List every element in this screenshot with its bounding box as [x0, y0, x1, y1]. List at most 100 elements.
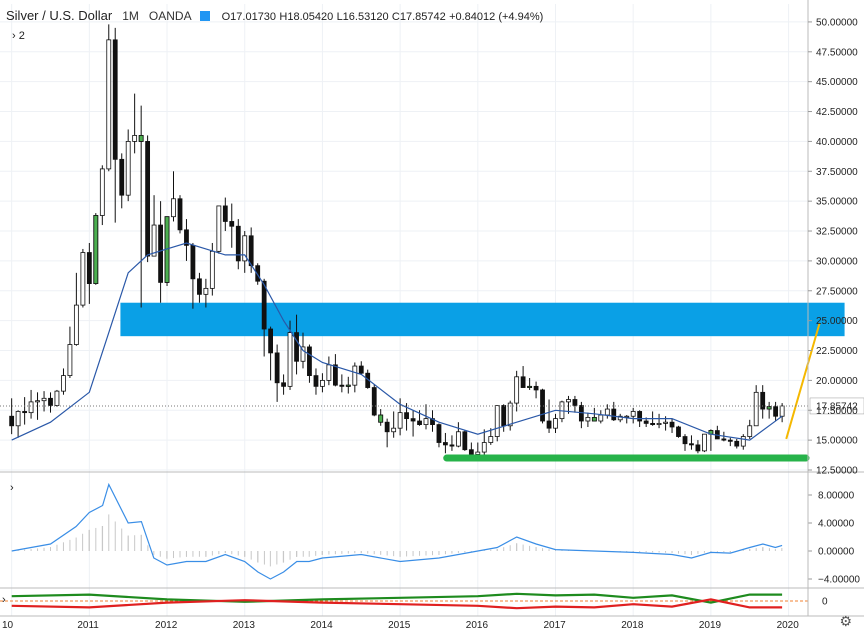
- candle-body: [598, 414, 604, 422]
- candle-body: [533, 385, 539, 391]
- candle-body: [300, 346, 306, 362]
- candle: [630, 407, 636, 424]
- candle: [158, 201, 163, 303]
- candle: [339, 374, 345, 393]
- candle-body: [734, 440, 740, 447]
- candle: [740, 434, 746, 450]
- y-tick-label: −4.00000: [818, 575, 860, 586]
- candle-body: [475, 451, 481, 455]
- gear-icon[interactable]: ⚙: [839, 613, 852, 629]
- candle-body: [650, 422, 656, 425]
- candle-body: [553, 418, 558, 429]
- candle-body: [423, 418, 429, 425]
- indicators-toggle[interactable]: › 2: [12, 30, 25, 42]
- y-tick-label: 37.50000: [816, 167, 858, 178]
- candle: [507, 400, 513, 431]
- y-tick-label: 15.00000: [816, 436, 858, 447]
- ma-line-path: [11, 242, 783, 441]
- candle-body: [669, 421, 675, 428]
- interval-label[interactable]: 1M: [122, 9, 139, 23]
- candle-body: [67, 344, 73, 377]
- candle-body: [695, 444, 701, 452]
- chevron-right-icon[interactable]: ›: [10, 482, 14, 494]
- candle-body: [307, 346, 312, 377]
- candle: [268, 326, 274, 381]
- candle-body: [773, 406, 779, 417]
- candle: [501, 404, 507, 432]
- ma-line: [11, 242, 783, 441]
- candle: [99, 165, 105, 226]
- candle-body: [112, 39, 118, 160]
- candle: [384, 418, 390, 448]
- candle: [734, 438, 740, 449]
- momentum-pane: 0: [0, 592, 828, 610]
- candle-body: [721, 438, 727, 441]
- candle-body: [740, 436, 746, 447]
- candle-body: [119, 158, 125, 196]
- flag-icon[interactable]: [200, 11, 211, 21]
- candle: [598, 410, 604, 424]
- chart-header: Silver / U.S. Dollar 1M OANDA O17.01730 …: [6, 8, 543, 23]
- chevron-right-icon[interactable]: ›: [2, 594, 6, 606]
- y-tick-label: 0: [822, 597, 828, 608]
- candle-body: [391, 427, 397, 433]
- resistance-zone: [120, 302, 845, 337]
- candle: [67, 326, 73, 378]
- oscillator-line: [11, 482, 783, 580]
- candle: [274, 344, 280, 402]
- candle-body: [151, 224, 157, 257]
- candle: [481, 429, 487, 457]
- candle: [54, 389, 60, 407]
- candle-body: [494, 405, 500, 437]
- candle: [9, 398, 15, 435]
- candle-body: [501, 405, 507, 427]
- candle-body: [255, 265, 261, 282]
- candle: [682, 434, 688, 451]
- candle: [313, 368, 319, 395]
- x-tick-label: 2020: [777, 620, 800, 631]
- candle: [747, 419, 753, 439]
- candle-body: [611, 408, 617, 421]
- candle: [184, 219, 189, 261]
- change-value: +0.84012 (+4.94%): [449, 11, 544, 23]
- candle-body: [637, 411, 643, 422]
- candle: [48, 392, 53, 413]
- candle-body: [604, 408, 610, 416]
- candle-body: [566, 399, 571, 403]
- candle: [468, 442, 474, 457]
- candle: [177, 195, 183, 234]
- candles: [9, 24, 785, 457]
- candle-body: [190, 244, 196, 280]
- candle: [430, 410, 435, 432]
- candle-body-highlight: [766, 406, 772, 410]
- candle-body: [339, 384, 345, 387]
- x-tick-label: 2018: [621, 620, 644, 631]
- x-tick-label: 2019: [699, 620, 722, 631]
- y-tick-label: 20.00000: [816, 376, 858, 387]
- red-momentum-line: [11, 598, 783, 610]
- candle-body: [145, 141, 151, 257]
- candle: [197, 272, 202, 303]
- candle-body: [61, 375, 66, 392]
- candle-body: [371, 387, 377, 416]
- candle: [553, 413, 558, 433]
- candle-body: [663, 421, 668, 424]
- candle: [572, 395, 578, 413]
- candle-body: [384, 421, 390, 433]
- candle: [410, 410, 416, 437]
- candle: [514, 370, 520, 412]
- candle-body: [443, 442, 448, 446]
- candle: [145, 135, 151, 263]
- candle: [73, 272, 79, 346]
- green-momentum-line: [11, 592, 783, 604]
- candle: [112, 27, 118, 223]
- trend-line: [785, 322, 821, 440]
- candle: [676, 425, 681, 438]
- candle-body: [481, 442, 487, 453]
- candle-body: [507, 402, 513, 427]
- candle-body: [222, 205, 228, 222]
- candle-body: [235, 225, 241, 262]
- candle: [689, 435, 694, 450]
- candle-body: [727, 439, 733, 442]
